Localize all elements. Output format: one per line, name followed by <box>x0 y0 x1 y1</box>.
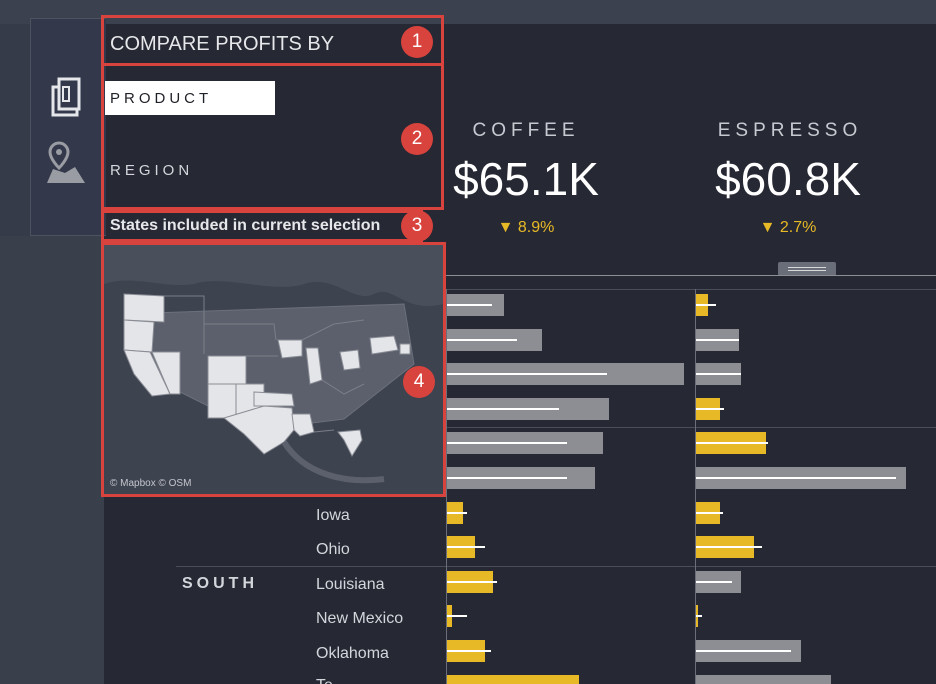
target-marker <box>696 615 702 618</box>
target-marker <box>447 338 517 341</box>
annotation-badge-3: 3 <box>401 210 433 242</box>
annotation-badge-2: 2 <box>401 123 433 155</box>
target-marker <box>696 407 724 410</box>
state-label: New Mexico <box>316 610 404 627</box>
highlight-box-1 <box>101 15 444 66</box>
row-divider <box>444 427 936 428</box>
region-divider <box>176 566 936 567</box>
target-marker <box>447 511 467 514</box>
target-marker <box>696 304 716 306</box>
product-option-highlight[interactable] <box>105 81 275 115</box>
target-marker <box>696 338 739 341</box>
highlight-box-3 <box>101 210 423 242</box>
kpi-name-espresso: ESPRESSO <box>717 120 863 141</box>
header-divider <box>444 275 936 276</box>
target-marker <box>447 442 567 445</box>
target-marker <box>696 373 741 376</box>
kpi-change-espresso: ▼ 2.7% <box>759 219 817 236</box>
map-pin-icon[interactable] <box>45 141 87 190</box>
target-marker <box>447 373 607 376</box>
kpi-value-espresso: $60.8K <box>715 153 861 205</box>
region-option[interactable]: REGION <box>110 162 194 179</box>
states-selection-title: States included in current selection <box>110 217 381 234</box>
bar-coffee[interactable] <box>447 674 579 684</box>
top-bar <box>0 0 936 24</box>
target-marker <box>696 511 723 514</box>
target-marker <box>696 580 732 583</box>
target-marker <box>447 580 497 583</box>
product-option[interactable]: PRODUCT <box>110 90 213 107</box>
state-label: Louisiana <box>316 576 385 593</box>
product-icon[interactable] <box>49 77 83 122</box>
target-marker <box>696 546 762 549</box>
compare-title: COMPARE PROFITS BY <box>110 33 335 55</box>
bar-espresso[interactable] <box>696 674 831 684</box>
scroll-handle[interactable] <box>778 262 836 276</box>
highlight-box-4 <box>101 242 446 497</box>
state-label: Te <box>316 676 333 684</box>
us-map[interactable]: © Mapbox © OSM <box>104 244 443 495</box>
target-marker <box>696 477 896 479</box>
target-marker <box>447 650 491 652</box>
state-label: Ohio <box>316 541 350 558</box>
highlight-box-2 <box>101 63 444 210</box>
target-marker <box>696 650 791 652</box>
region-label-south: SOUTH <box>182 575 258 592</box>
kpi-value-coffee: $65.1K <box>453 153 599 205</box>
coffee-axis <box>446 289 447 684</box>
target-marker <box>447 615 467 618</box>
state-label: Oklahoma <box>316 645 389 662</box>
row-divider <box>444 289 936 290</box>
target-marker <box>447 546 485 549</box>
view-switcher-panel <box>30 18 106 236</box>
state-label: Iowa <box>316 507 350 524</box>
kpi-name-coffee: COFFEE <box>472 120 580 141</box>
target-marker <box>447 304 492 306</box>
target-marker <box>447 477 567 479</box>
target-marker <box>696 442 768 445</box>
map-credit: © Mapbox © OSM <box>110 478 192 489</box>
annotation-badge-1: 1 <box>401 26 433 58</box>
left-margin <box>0 236 104 684</box>
annotation-badge-4: 4 <box>403 366 435 398</box>
espresso-axis <box>695 289 696 684</box>
kpi-change-coffee: ▼ 8.9% <box>497 219 555 236</box>
target-marker <box>447 407 559 410</box>
